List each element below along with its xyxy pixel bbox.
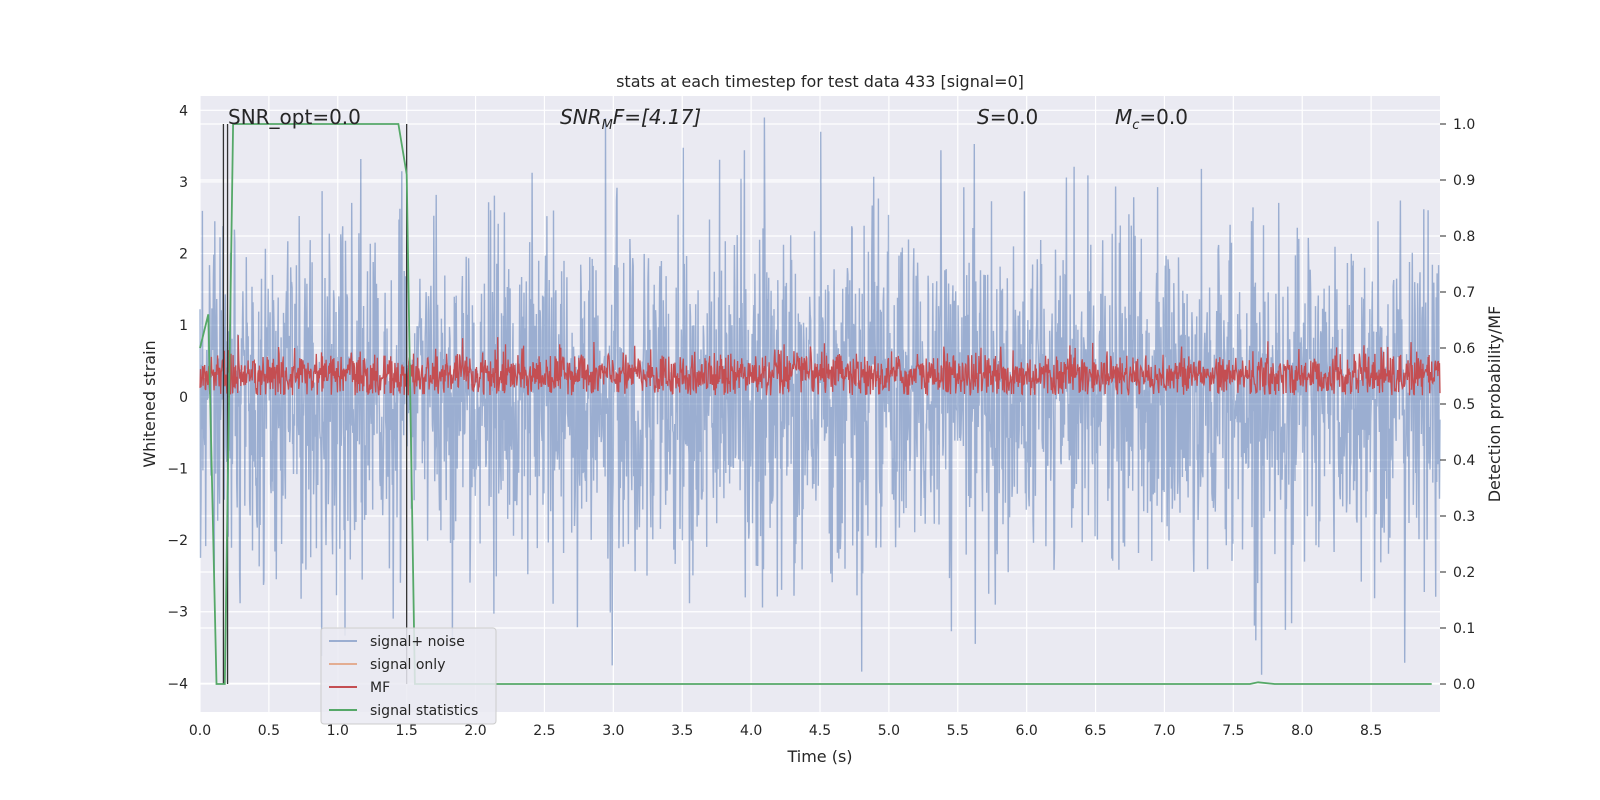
x-tick-label: 2.0 <box>464 723 486 739</box>
x-tick-label: 3.0 <box>602 723 624 739</box>
x-tick-label: 6.0 <box>1016 723 1038 739</box>
legend-label-signal-only: signal only <box>370 657 445 673</box>
y2-tick-label: 0.5 <box>1453 397 1475 413</box>
y-tick-label: 2 <box>179 247 188 263</box>
chart-title: stats at each timestep for test data 433… <box>616 72 1024 91</box>
y2-tick-label: 0.4 <box>1453 453 1475 469</box>
y-tick-labels: 4 3 2 1 0 −1 −2 −3 −4 <box>167 103 188 692</box>
annotation-mc: Mc=0.0 <box>1115 105 1188 133</box>
x-tick-labels: 0.0 0.5 1.0 1.5 2.0 2.5 3.0 3.5 4.0 4.5 5.0 5.5 6.0 6… <box>189 723 1382 739</box>
y-axis-label: Whitened strain <box>140 340 159 467</box>
y-tick-label: 3 <box>179 175 188 191</box>
x-tick-label: 1.5 <box>396 723 418 739</box>
x-tick-label: 4.0 <box>740 723 762 739</box>
y-tick-label: 1 <box>179 318 188 334</box>
x-tick-label: 0.0 <box>189 723 211 739</box>
legend-label-signal-noise: signal+ noise <box>370 634 465 650</box>
x-tick-label: 0.5 <box>258 723 280 739</box>
annotation-s-main: S <box>977 105 990 129</box>
annotation-snr-mf: SNRMF=[4.17] <box>560 105 701 133</box>
y-tick-label: 4 <box>179 103 188 119</box>
x-tick-label: 5.0 <box>878 723 900 739</box>
x-axis-label: Time (s) <box>786 747 852 766</box>
y2-tick-label: 0.1 <box>1453 621 1475 637</box>
y2-tick-label: 0.8 <box>1453 229 1475 245</box>
y2-tick-label: 0.7 <box>1453 285 1475 301</box>
y-tick-label: −2 <box>167 533 188 549</box>
annotation-snr-mf-rest: F=[4.17] <box>613 105 701 129</box>
x-tick-label: 7.5 <box>1222 723 1244 739</box>
y2-tick-label: 0.0 <box>1453 677 1475 693</box>
y2-tick-label: 0.3 <box>1453 509 1475 525</box>
y2-tick-label: 1.0 <box>1453 117 1475 133</box>
signal-statistics-series <box>199 123 1432 685</box>
y-tick-label: 0 <box>179 390 188 406</box>
y2-axis-label: Detection probability/MF <box>1485 306 1504 503</box>
x-tick-label: 1.0 <box>327 723 349 739</box>
y2-tick-label: 0.6 <box>1453 341 1475 357</box>
y2-tick-label: 0.9 <box>1453 173 1475 189</box>
x-tick-label: 6.5 <box>1084 723 1106 739</box>
y-tick-label: −3 <box>167 605 188 621</box>
annotation-snr-mf-sub: M <box>602 118 613 133</box>
y2-tick-label: 0.2 <box>1453 565 1475 581</box>
annotation-snr-mf-main: SNR <box>560 105 602 129</box>
annotation-s-rest: =0.0 <box>990 105 1039 129</box>
x-tick-label: 3.5 <box>671 723 693 739</box>
x-tick-label: 7.0 <box>1153 723 1175 739</box>
x-tick-label: 8.0 <box>1291 723 1313 739</box>
annotation-mc-rest: =0.0 <box>1139 105 1188 129</box>
annotation-s: S=0.0 <box>977 105 1038 129</box>
legend-box <box>320 627 497 725</box>
y-tick-label: −4 <box>167 676 188 692</box>
x-tick-label: 4.5 <box>809 723 831 739</box>
x-tick-label: 2.5 <box>533 723 555 739</box>
series-signal-statistics-line <box>199 123 1432 685</box>
x-tick-label: 5.5 <box>947 723 969 739</box>
x-tick-label: 8.5 <box>1360 723 1382 739</box>
annotation-mc-main: M <box>1115 105 1132 129</box>
legend-label-mf: MF <box>370 680 390 696</box>
legend-label-signal-statistics: signal statistics <box>370 703 478 719</box>
legend: signal+ noise signal only MF signal stat… <box>320 627 497 725</box>
annotation-mc-sub: c <box>1132 118 1139 133</box>
annotation-snr-opt: SNR_opt=0.0 <box>228 105 361 129</box>
y-tick-label: −1 <box>167 461 188 477</box>
y2-tick-labels: 1.0 0.9 0.8 0.7 0.6 0.5 0.4 0.3 0.2 0.1 0.0 <box>1440 117 1475 693</box>
